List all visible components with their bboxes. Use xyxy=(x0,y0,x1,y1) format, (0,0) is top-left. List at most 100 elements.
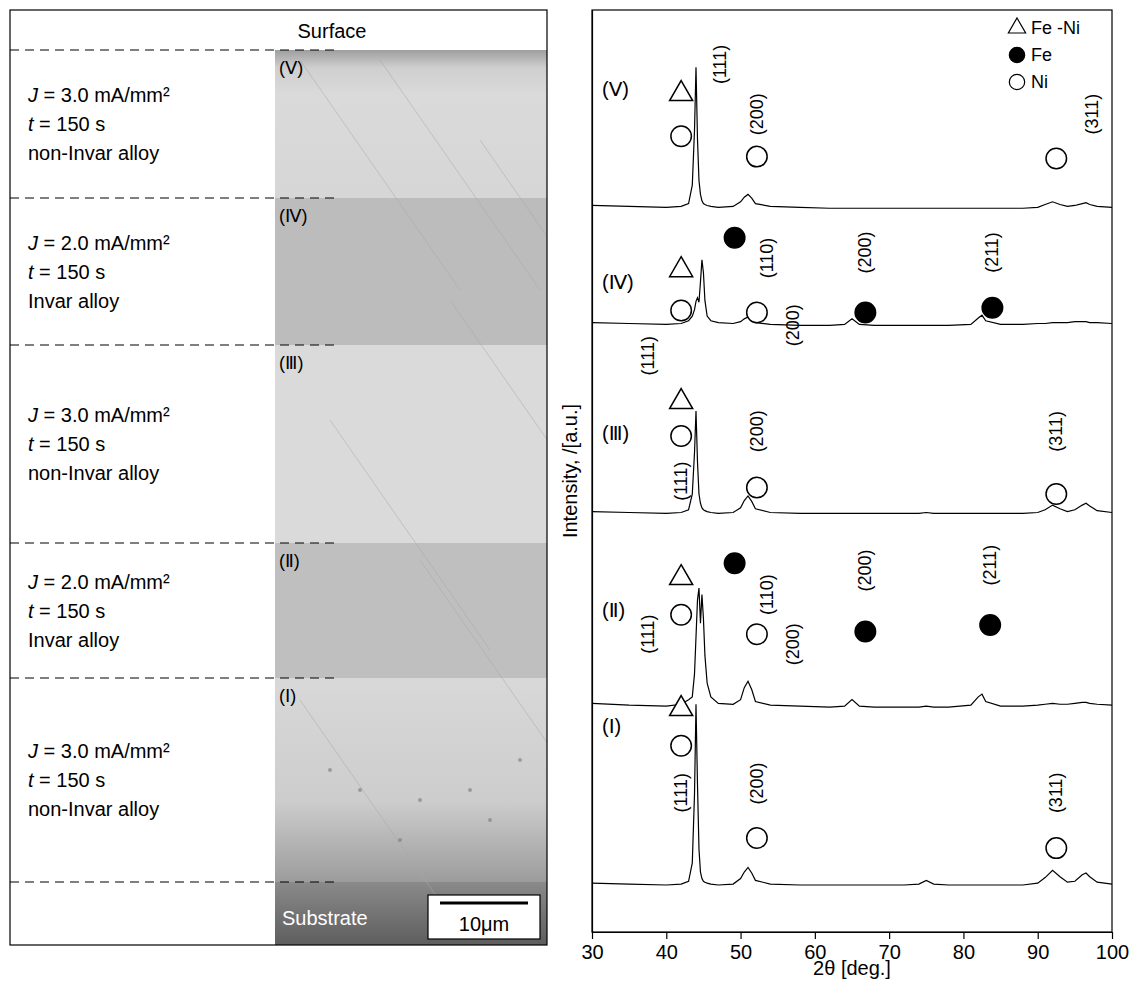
y-axis-title: Intensity, /[a.u.] xyxy=(559,404,581,538)
layer-condition: J = 3.0 mA/mm² xyxy=(27,404,170,426)
series-label: (Ⅴ) xyxy=(602,78,629,100)
layer-region xyxy=(275,50,547,198)
x-tick-mark xyxy=(592,932,593,939)
xrd-pattern xyxy=(592,704,1112,885)
xrd-pattern xyxy=(592,67,1112,208)
layer-boundary xyxy=(10,49,340,50)
cross-section-panel: J = 3.0 mA/mm² t = 150 s non-Invar alloy (Ⅴ… xyxy=(10,10,640,945)
legend-symbol xyxy=(1008,18,1025,33)
surface-label: Surface xyxy=(298,20,367,42)
x-tick: 100 xyxy=(1096,932,1129,963)
phase-marker xyxy=(670,565,693,585)
miller-index: (200) xyxy=(747,93,767,135)
miller-index: (111) xyxy=(671,773,691,812)
miller-index: (200) xyxy=(783,304,803,346)
substrate-label: Substrate xyxy=(282,907,368,929)
layer-condition: t = 150 s xyxy=(28,769,105,791)
texture-dot xyxy=(398,838,402,842)
texture-dot xyxy=(418,798,422,802)
y-axis xyxy=(592,11,593,933)
miller-index: (311) xyxy=(1046,772,1066,813)
miller-index: (111) xyxy=(638,336,658,375)
layer-label: (Ⅴ) xyxy=(279,58,303,78)
xrd-pattern xyxy=(592,260,1112,325)
layer-condition: J = 2.0 mA/mm² xyxy=(27,232,170,254)
phase-markers xyxy=(670,81,1067,859)
phase-marker xyxy=(671,300,691,320)
phase-marker xyxy=(670,696,693,716)
scale-bar-box xyxy=(428,895,540,939)
x-tick-label: 50 xyxy=(730,941,752,963)
plot-area xyxy=(592,67,1112,885)
scale-bar xyxy=(440,902,528,905)
phase-marker xyxy=(671,426,691,446)
layer-region xyxy=(275,345,547,543)
texture-dot xyxy=(488,818,492,822)
layer-condition: Invar alloy xyxy=(28,629,119,651)
series-label: (Ⅱ) xyxy=(602,599,625,621)
layer-condition: non-Invar alloy xyxy=(28,462,159,484)
x-tick: 40 xyxy=(656,932,678,963)
texture-line xyxy=(450,300,547,530)
x-tick-label: 40 xyxy=(656,941,678,963)
plot-frame xyxy=(592,10,1112,932)
phase-marker xyxy=(747,828,767,848)
phase-marker xyxy=(855,621,875,641)
miller-index: (311) xyxy=(1082,94,1102,135)
layer-boundary xyxy=(10,542,340,543)
legend-label: Fe xyxy=(1031,45,1052,65)
layer-condition: t = 150 s xyxy=(28,261,105,283)
substrate-region xyxy=(275,882,547,945)
x-tick-label: 80 xyxy=(953,941,975,963)
scale-bar-label: 10μm xyxy=(459,913,509,935)
miller-index: (110) xyxy=(757,574,777,615)
xrd-chart: 304050607080901002θ [deg.]Intensity, /[a… xyxy=(559,10,1129,979)
x-tick-mark xyxy=(666,932,667,939)
panel-frame xyxy=(10,10,547,945)
miller-index: (111) xyxy=(710,45,730,84)
x-tick: 90 xyxy=(1027,932,1049,963)
x-tick-mark xyxy=(740,932,741,939)
legend-symbol xyxy=(1009,74,1024,89)
texture-line xyxy=(330,420,490,650)
layer-label: (Ⅰ) xyxy=(279,686,296,706)
layer-region xyxy=(275,678,547,882)
texture-dot xyxy=(518,758,522,762)
phase-marker xyxy=(670,389,693,409)
layer-boundary xyxy=(10,677,340,678)
micrograph xyxy=(275,50,547,945)
miller-index: (200) xyxy=(855,550,875,592)
texture-line xyxy=(420,560,547,790)
layer-label: (Ⅲ) xyxy=(279,353,303,373)
layer-condition: J = 3.0 mA/mm² xyxy=(27,740,170,762)
x-tick-mark xyxy=(1038,932,1039,939)
x-tick-mark xyxy=(815,932,816,939)
series-label: (Ⅲ) xyxy=(602,422,629,444)
phase-marker xyxy=(671,736,691,756)
texture-dot xyxy=(468,788,472,792)
texture-dot xyxy=(358,788,362,792)
y-axis-line xyxy=(592,11,593,933)
texture-line xyxy=(480,140,547,370)
miller-index: (111) xyxy=(671,461,691,500)
phase-marker xyxy=(724,227,744,247)
phase-marker xyxy=(980,615,1000,635)
layer-condition: t = 150 s xyxy=(28,600,105,622)
phase-marker xyxy=(724,553,744,573)
layer-boundary xyxy=(10,344,340,345)
x-tick-label: 90 xyxy=(1027,941,1049,963)
phase-marker xyxy=(747,302,767,322)
legend-symbol xyxy=(1009,47,1024,62)
x-axis-line xyxy=(593,932,1113,933)
layer-condition: t = 150 s xyxy=(28,113,105,135)
layer-condition: Invar alloy xyxy=(28,290,119,312)
phase-marker xyxy=(670,81,693,101)
layer-label: (Ⅱ) xyxy=(279,551,300,571)
phase-marker xyxy=(747,146,767,166)
miller-index: (311) xyxy=(1046,411,1066,452)
miller-index: (200) xyxy=(747,763,767,805)
phase-marker xyxy=(1046,484,1066,504)
x-tick-label: 30 xyxy=(581,941,603,963)
phase-marker xyxy=(671,605,691,625)
figure: J = 3.0 mA/mm² t = 150 s non-Invar alloy (Ⅴ… xyxy=(0,0,1137,985)
